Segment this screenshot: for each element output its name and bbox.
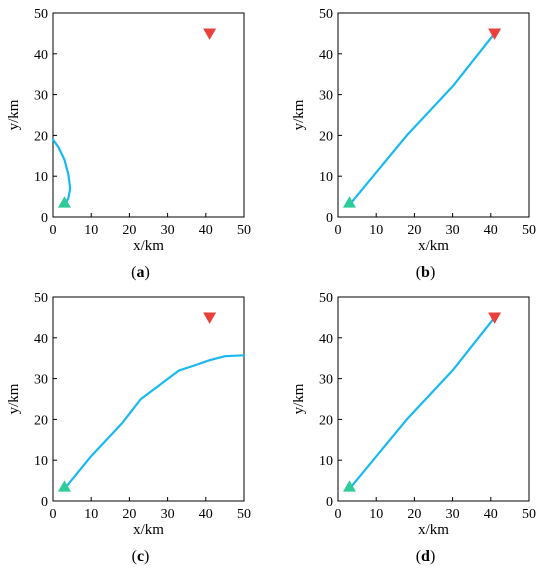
x-tick-label: 40: [484, 507, 498, 522]
x-tick-label: 0: [335, 223, 342, 238]
y-tick-label: 0: [326, 495, 333, 510]
y-tick-label: 50: [319, 291, 333, 306]
start-marker: [57, 480, 71, 492]
y-tick-label: 20: [34, 129, 48, 144]
y-tick-label: 40: [34, 48, 48, 63]
y-tick-label: 20: [34, 413, 48, 428]
plot-frame: [337, 296, 530, 502]
x-axis-label: x/km: [133, 522, 164, 538]
y-tick-label: 10: [34, 170, 48, 185]
target-marker: [203, 28, 217, 40]
y-axis-label: y/km: [291, 99, 307, 130]
target-marker: [488, 312, 502, 324]
y-tick-label: 0: [41, 211, 48, 226]
target-marker: [488, 28, 502, 40]
x-tick-label: 50: [522, 507, 536, 522]
y-tick-label: 0: [326, 211, 333, 226]
x-tick-label: 20: [122, 507, 136, 522]
panel-caption-letter: a: [137, 264, 145, 281]
panel-caption-letter: d: [421, 548, 430, 565]
panel-caption: (c): [132, 548, 150, 565]
x-tick-label: 0: [50, 507, 57, 522]
chart-panel-a: 0 10 20 30 40 50 0 10 20 30 40 50 x/km y/km (a): [6, 7, 251, 281]
chart-panel-d: 0 10 20 30 40 50 0 10 20 30 40 50 x/km y/km (d): [291, 291, 536, 565]
x-axis-label: x/km: [133, 238, 164, 254]
trajectory-line: [63, 354, 246, 490]
panel-caption: (b): [416, 264, 436, 281]
start-marker: [342, 196, 356, 208]
y-tick-label: 40: [319, 48, 333, 63]
x-tick-label: 0: [335, 507, 342, 522]
x-tick-label: 20: [407, 507, 421, 522]
y-axis-label: y/km: [291, 383, 307, 414]
y-tick-label: 30: [34, 373, 48, 388]
y-tick-label: 50: [319, 7, 333, 22]
y-tick-label: 20: [319, 129, 333, 144]
y-tick-label: 30: [319, 89, 333, 104]
panel-caption-letter: c: [137, 548, 144, 565]
x-tick-label: 50: [237, 223, 251, 238]
y-tick-label: 40: [34, 332, 48, 347]
x-tick-label: 10: [84, 507, 98, 522]
x-axis-label: x/km: [418, 238, 449, 254]
panel-caption-letter: b: [421, 264, 430, 281]
x-tick-label: 50: [522, 223, 536, 238]
plot-frame: [52, 296, 245, 502]
y-tick-label: 30: [34, 89, 48, 104]
x-tick-label: 40: [484, 223, 498, 238]
trajectory-line: [348, 32, 496, 206]
x-tick-label: 30: [446, 223, 460, 238]
x-tick-label: 30: [161, 507, 175, 522]
panel-caption: (a): [131, 264, 150, 281]
chart-panel-c: 0 10 20 30 40 50 0 10 20 30 40 50 x/km y/km (c): [6, 291, 251, 565]
plot-frame: [337, 12, 530, 218]
x-tick-label: 10: [84, 223, 98, 238]
x-tick-label: 50: [237, 507, 251, 522]
x-tick-label: 30: [446, 507, 460, 522]
x-tick-label: 30: [161, 223, 175, 238]
plot-frame: [52, 12, 245, 218]
x-tick-label: 20: [407, 223, 421, 238]
y-tick-label: 50: [34, 291, 48, 306]
x-tick-label: 40: [199, 507, 213, 522]
y-tick-label: 50: [34, 7, 48, 22]
y-tick-label: 10: [319, 454, 333, 469]
x-axis-label: x/km: [418, 522, 449, 538]
y-axis-label: y/km: [6, 383, 22, 414]
y-tick-label: 30: [319, 373, 333, 388]
target-marker: [203, 312, 217, 324]
chart-panel-b: 0 10 20 30 40 50 0 10 20 30 40 50 x/km y/km (b): [291, 7, 536, 281]
trajectory-line: [348, 316, 496, 490]
panel-caption: (d): [416, 548, 436, 565]
x-tick-label: 0: [50, 223, 57, 238]
x-tick-label: 20: [122, 223, 136, 238]
y-axis-label: y/km: [6, 99, 22, 130]
y-tick-label: 0: [41, 495, 48, 510]
y-tick-label: 10: [319, 170, 333, 185]
x-tick-label: 10: [369, 507, 383, 522]
trajectory-line: [51, 138, 72, 206]
y-tick-label: 40: [319, 332, 333, 347]
x-tick-label: 40: [199, 223, 213, 238]
y-tick-label: 10: [34, 454, 48, 469]
x-tick-label: 10: [369, 223, 383, 238]
y-tick-label: 20: [319, 413, 333, 428]
start-marker: [342, 480, 356, 492]
start-marker: [57, 196, 71, 208]
